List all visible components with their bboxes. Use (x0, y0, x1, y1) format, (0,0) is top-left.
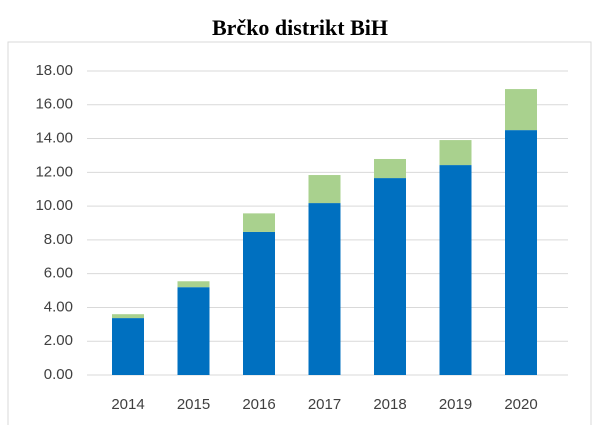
y-tick-label: 4.00 (44, 298, 73, 315)
bar-segment (243, 213, 275, 232)
bar-segment (439, 165, 472, 375)
x-tick-label: 2020 (504, 396, 537, 413)
y-tick-label: 2.00 (44, 332, 73, 349)
y-tick-label: 14.00 (35, 130, 73, 147)
bar-segment (177, 281, 210, 288)
bar-segment (177, 287, 210, 375)
bar-segment (308, 175, 341, 204)
bar-segment (112, 314, 144, 319)
x-tick-label: 2018 (373, 396, 406, 413)
y-tick-label: 18.00 (35, 62, 73, 79)
y-tick-label: 0.00 (44, 366, 73, 383)
bar-segment (374, 178, 406, 375)
bar-segment (112, 318, 144, 375)
chart-frame (7, 41, 592, 425)
x-tick-label: 2017 (308, 396, 341, 413)
y-tick-label: 6.00 (44, 265, 73, 282)
bar-segment (439, 140, 472, 166)
bar-segment (505, 89, 537, 131)
y-tick-label: 8.00 (44, 231, 73, 248)
y-tick-label: 10.00 (35, 197, 73, 214)
bar-segment (505, 130, 537, 375)
x-tick-label: 2014 (111, 396, 144, 413)
bar-segment (243, 231, 275, 375)
x-tick-label: 2016 (242, 396, 275, 413)
y-tick-label: 16.00 (35, 96, 73, 113)
bar-segment (374, 158, 406, 179)
bar-segment (308, 203, 341, 375)
y-tick-label: 12.00 (35, 163, 73, 180)
chart-title: Brčko distrikt BiH (212, 15, 388, 40)
x-tick-label: 2015 (177, 396, 210, 413)
x-tick-label: 2019 (439, 396, 472, 413)
